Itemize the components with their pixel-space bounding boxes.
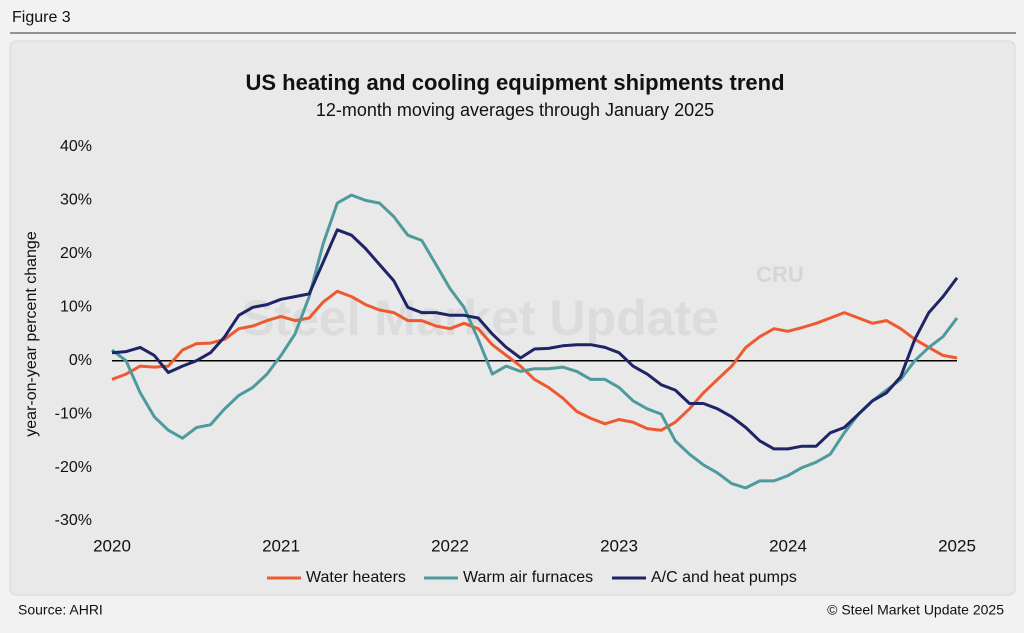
x-tick-label: 2021 bbox=[262, 536, 300, 555]
series-line bbox=[111, 193, 959, 490]
chart-subtitle: 12-month moving averages through January… bbox=[316, 100, 714, 120]
y-tick-label: 10% bbox=[60, 299, 92, 316]
series-line bbox=[111, 289, 958, 432]
y-tick-label: -30% bbox=[55, 512, 92, 529]
legend-label: Warm air furnaces bbox=[463, 569, 593, 586]
y-tick-label: 20% bbox=[60, 245, 92, 262]
copyright: © Steel Market Update 2025 bbox=[827, 602, 1004, 618]
watermark-logo: CRU bbox=[756, 262, 804, 287]
series-line bbox=[111, 228, 959, 451]
y-tick-label: 0% bbox=[69, 352, 92, 369]
legend-label: A/C and heat pumps bbox=[651, 569, 797, 586]
y-tick-label: 30% bbox=[60, 192, 92, 209]
figure-label: Figure 3 bbox=[12, 9, 71, 26]
legend-label: Water heaters bbox=[306, 569, 406, 586]
y-tick-label: 40% bbox=[60, 138, 92, 155]
x-tick-label: 2022 bbox=[431, 536, 469, 555]
legend: Water heaters Warm air furnaces A/C and he… bbox=[267, 569, 797, 586]
y-axis-label: year-on-year percent change bbox=[23, 231, 40, 437]
chart-title: US heating and cooling equipment shipmen… bbox=[245, 70, 784, 95]
x-tick-label: 2020 bbox=[93, 536, 131, 555]
chart-panel bbox=[9, 40, 1016, 596]
x-tick-label: 2023 bbox=[600, 536, 638, 555]
x-tick-label: 2025 bbox=[938, 536, 976, 555]
y-tick-label: -20% bbox=[55, 459, 92, 476]
x-tick-label: 2024 bbox=[769, 536, 807, 555]
y-tick-label: -10% bbox=[55, 405, 92, 422]
plot: -30% -20% -10% 0% 10% 20% 30% 40% 2020 2021 2022 20… bbox=[55, 138, 976, 555]
source: Source: AHRI bbox=[18, 602, 103, 618]
